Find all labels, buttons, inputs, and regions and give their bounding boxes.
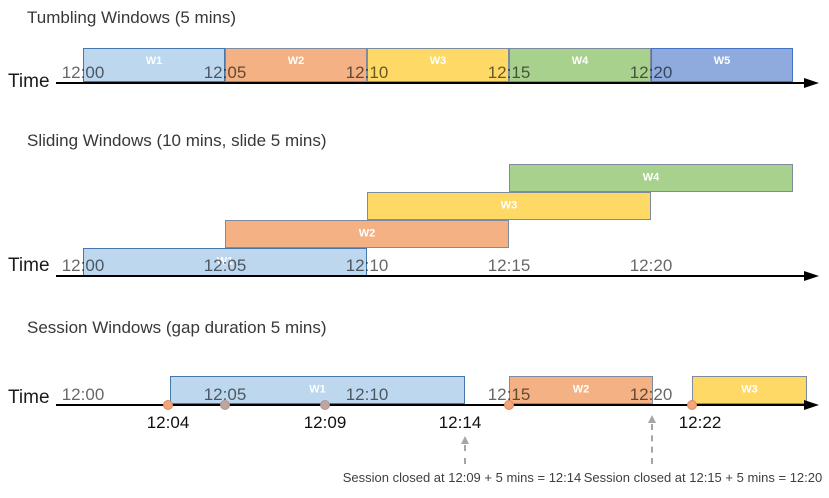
ruler-time-label: 12:00 bbox=[61, 63, 105, 82]
timeline bbox=[56, 82, 804, 84]
timeline-arrowhead bbox=[804, 77, 819, 88]
window-box-w2: W2 bbox=[509, 376, 653, 404]
window-label: W2 bbox=[358, 227, 376, 240]
ruler-time-label: 12:15 bbox=[487, 256, 531, 275]
window-box-w1: W1 bbox=[83, 48, 225, 82]
window-box-w2: W2 bbox=[225, 48, 367, 82]
window-box-w3: W3 bbox=[367, 192, 651, 220]
event-dot bbox=[220, 400, 230, 410]
time-axis-label: Time bbox=[8, 255, 50, 276]
section-title: Session Windows (gap duration 5 mins) bbox=[27, 318, 327, 337]
callout-arrow-tip bbox=[461, 436, 469, 444]
ruler-time-label: 12:10 bbox=[345, 256, 389, 275]
event-dot bbox=[687, 400, 697, 410]
timeline bbox=[56, 404, 804, 406]
window-box-w5: W5 bbox=[651, 48, 793, 82]
event-time-label: 12:09 bbox=[303, 413, 347, 432]
ruler-time-label: 12:10 bbox=[345, 385, 389, 404]
window-label: W2 bbox=[287, 55, 305, 67]
callout-text: Session closed at 12:15 + 5 mins = 12:20 bbox=[583, 470, 823, 485]
ruler-time-label: 12:20 bbox=[629, 385, 673, 404]
time-axis-label: Time bbox=[8, 71, 50, 92]
window-label: W1 bbox=[145, 55, 163, 67]
window-label: W2 bbox=[572, 383, 590, 396]
window-box-w2: W2 bbox=[225, 220, 509, 248]
section-title: Tumbling Windows (5 mins) bbox=[27, 8, 237, 27]
window-label: W4 bbox=[571, 55, 589, 67]
timeline-arrowhead bbox=[804, 399, 819, 410]
window-label: W3 bbox=[741, 383, 758, 396]
ruler-time-label: 12:05 bbox=[203, 63, 247, 82]
ruler-time-label: 12:20 bbox=[629, 256, 673, 275]
ruler-time-label: 12:20 bbox=[629, 63, 673, 82]
ruler-time-label: 12:15 bbox=[487, 385, 531, 404]
window-label: W3 bbox=[500, 199, 518, 212]
callout-arrow-line bbox=[651, 424, 653, 464]
ruler-time-label: 12:15 bbox=[487, 63, 531, 82]
window-box-w1: W1 bbox=[170, 376, 465, 404]
timeline-arrowhead bbox=[804, 270, 819, 281]
event-dot bbox=[320, 400, 330, 410]
window-box-w3: W3 bbox=[367, 48, 509, 82]
ruler-time-label: 12:10 bbox=[345, 63, 389, 82]
event-dot bbox=[163, 400, 173, 410]
event-time-label: 12:14 bbox=[438, 413, 482, 432]
window-box-w4: W4 bbox=[509, 164, 793, 192]
window-label: W4 bbox=[642, 171, 660, 184]
event-time-label: 12:04 bbox=[146, 413, 190, 432]
window-label: W1 bbox=[309, 383, 326, 396]
window-box-w3: W3 bbox=[692, 376, 807, 404]
section-title: Sliding Windows (10 mins, slide 5 mins) bbox=[27, 131, 327, 150]
window-label: W1 bbox=[216, 255, 234, 268]
callout-text: Session closed at 12:09 + 5 mins = 12:14 bbox=[342, 470, 582, 485]
timeline bbox=[56, 275, 804, 277]
callout-arrow-tip bbox=[648, 415, 656, 423]
ruler-time-label: 12:05 bbox=[203, 385, 247, 404]
ruler-time-label: 12:00 bbox=[61, 385, 105, 404]
window-label: W3 bbox=[429, 55, 447, 67]
ruler-time-label: 12:05 bbox=[203, 256, 247, 275]
ruler-time-label: 12:00 bbox=[61, 256, 105, 275]
event-dot bbox=[504, 400, 514, 410]
window-box-w4: W4 bbox=[509, 48, 651, 82]
window-box-w1: W1 bbox=[83, 248, 367, 276]
callout-arrow-line bbox=[464, 445, 466, 464]
window-label: W5 bbox=[713, 55, 731, 67]
event-time-label: 12:22 bbox=[678, 413, 722, 432]
time-axis-label: Time bbox=[8, 387, 50, 408]
